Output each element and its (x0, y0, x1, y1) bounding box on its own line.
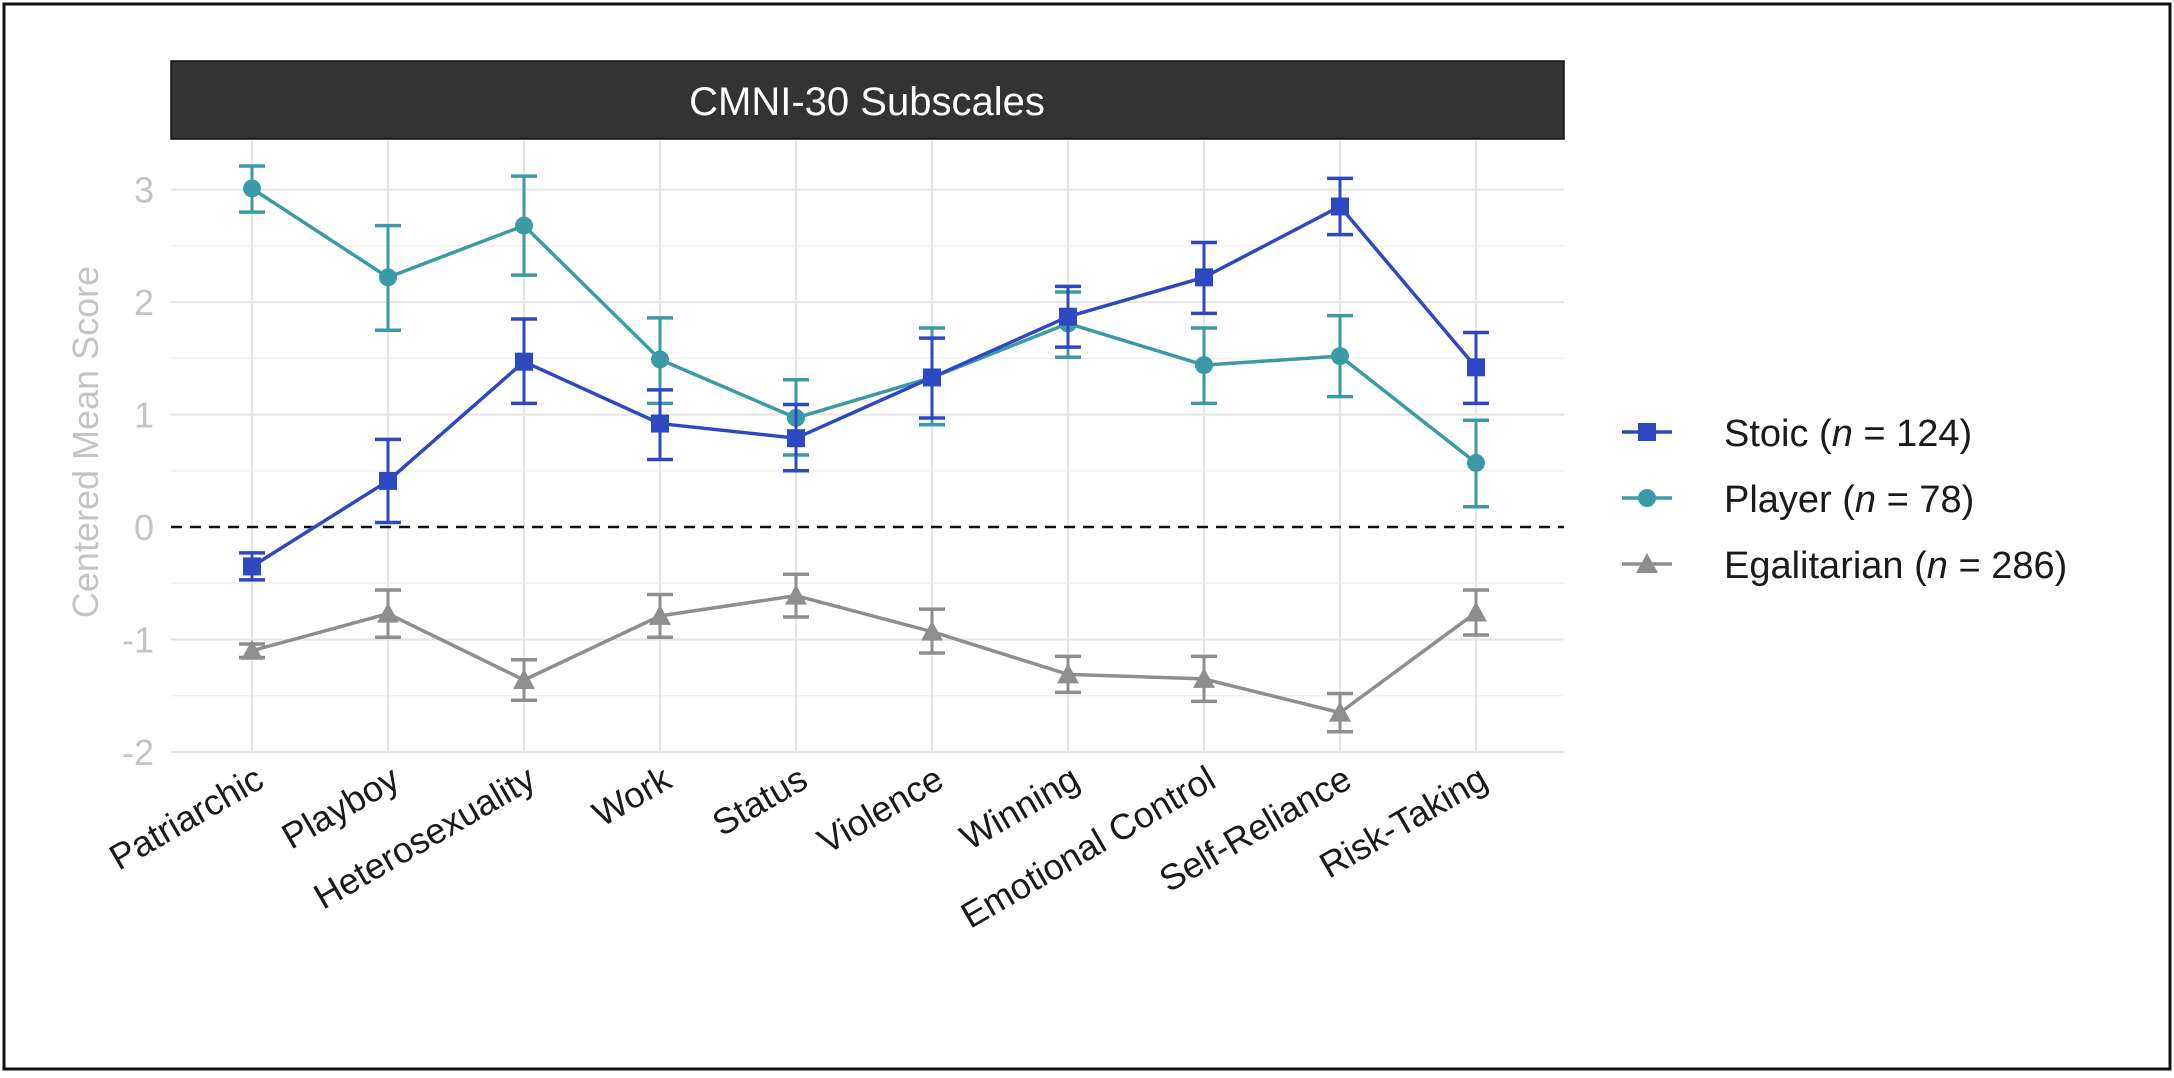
grid-layer (171, 139, 1564, 753)
data-point (515, 216, 533, 235)
series-circle (239, 164, 1489, 509)
y-tick-layer: -2 -1 0 1 2 3 (122, 170, 154, 773)
data-point (1467, 453, 1485, 472)
series-line (251, 204, 1478, 568)
data-point (1467, 358, 1485, 377)
legend-item: Player (n = 78) (1622, 479, 1974, 521)
series-square (239, 176, 1489, 582)
y-tick-label: 0 (134, 507, 154, 548)
legend-key-marker (1636, 553, 1658, 573)
title-strip: CMNI-30 Subscales (170, 60, 1565, 140)
data-point (243, 557, 261, 576)
series-line (251, 593, 1478, 715)
legend-label-suffix: = 78) (1876, 479, 1974, 521)
data-point (1059, 307, 1077, 326)
y-tick-label: -2 (122, 732, 154, 773)
data-point (1331, 197, 1349, 216)
legend-label-n: n (1832, 413, 1853, 455)
legend-label-suffix: = 124) (1853, 413, 1972, 455)
y-tick-label: 3 (134, 170, 154, 211)
y-tick-label: 1 (134, 395, 154, 436)
data-point (923, 368, 941, 387)
data-point (1195, 268, 1213, 287)
data-point (241, 639, 263, 660)
series-line (251, 187, 1478, 465)
data-point (513, 669, 535, 690)
series-layer (239, 164, 1489, 734)
y-tick-label: 2 (134, 282, 154, 323)
data-point (515, 352, 533, 371)
data-point (1465, 601, 1487, 622)
data-point (243, 179, 261, 198)
legend-label-prefix: Player ( (1724, 479, 1855, 521)
data-point (649, 604, 671, 625)
legend-item: Stoic (n = 124) (1622, 413, 1972, 455)
series-triangle (239, 572, 1489, 734)
legend-label-n: n (1855, 479, 1876, 521)
legend-key-marker (1638, 423, 1656, 441)
legend: Stoic (n = 124)Player (n = 78)Egalitaria… (1622, 413, 2067, 587)
y-axis-title: Centered Mean Score (65, 266, 106, 618)
data-point (377, 602, 399, 623)
legend-label-n: n (1927, 545, 1948, 587)
data-point (785, 584, 807, 605)
data-point (379, 471, 397, 490)
data-point (921, 620, 943, 641)
data-point (379, 268, 397, 287)
data-point (651, 350, 669, 369)
data-point (1193, 667, 1215, 688)
legend-label: Egalitarian (n = 286) (1724, 545, 2067, 587)
data-point (1195, 356, 1213, 375)
legend-key-marker (1638, 489, 1656, 507)
legend-label-prefix: Stoic ( (1724, 413, 1832, 455)
data-point (1057, 663, 1079, 684)
legend-item: Egalitarian (n = 286) (1622, 545, 2067, 587)
chart-title: CMNI-30 Subscales (689, 80, 1045, 124)
legend-label-suffix: = 286) (1948, 545, 2067, 587)
data-point (1331, 347, 1349, 366)
data-point (651, 414, 669, 433)
y-tick-label: -1 (122, 620, 154, 661)
legend-label: Player (n = 78) (1724, 479, 1974, 521)
data-point (1329, 701, 1351, 722)
legend-label: Stoic (n = 124) (1724, 413, 1972, 455)
title-strip-background (170, 60, 1565, 140)
legend-label-prefix: Egalitarian ( (1724, 545, 1927, 587)
data-point (787, 429, 805, 448)
